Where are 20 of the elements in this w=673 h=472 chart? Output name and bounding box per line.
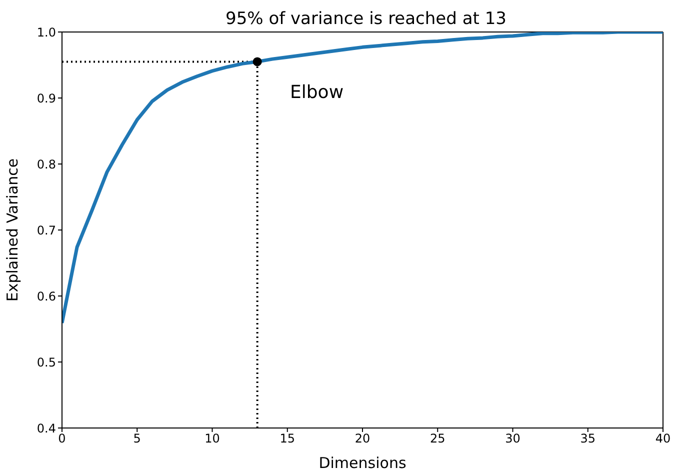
- x-tick-label: 40: [655, 432, 671, 446]
- x-tick-label: 5: [133, 432, 141, 446]
- x-tick-label: 10: [204, 432, 220, 446]
- y-tick-label: 0.9: [36, 91, 56, 106]
- x-tick-label: 15: [280, 432, 296, 446]
- y-tick-label: 0.7: [36, 223, 56, 238]
- x-axis-title: Dimensions: [318, 454, 406, 472]
- y-axis-title: Explained Variance: [3, 158, 22, 302]
- x-tick-label: 35: [580, 432, 596, 446]
- y-tick-label: 0.4: [36, 421, 56, 436]
- x-tick-label: 25: [430, 432, 446, 446]
- annotation: Elbow: [290, 82, 344, 103]
- y-tick-label: 0.8: [36, 157, 56, 172]
- y-tick-label: 0.5: [36, 355, 56, 370]
- x-tick-label: 20: [354, 432, 370, 446]
- x-tick-label: 0: [58, 432, 66, 446]
- y-tick-label: 0.6: [36, 289, 56, 304]
- y-tick-label: 1.0: [36, 25, 56, 40]
- x-tick-label: 30: [505, 432, 520, 446]
- chart-title: 95% of variance is reached at 13: [226, 9, 506, 29]
